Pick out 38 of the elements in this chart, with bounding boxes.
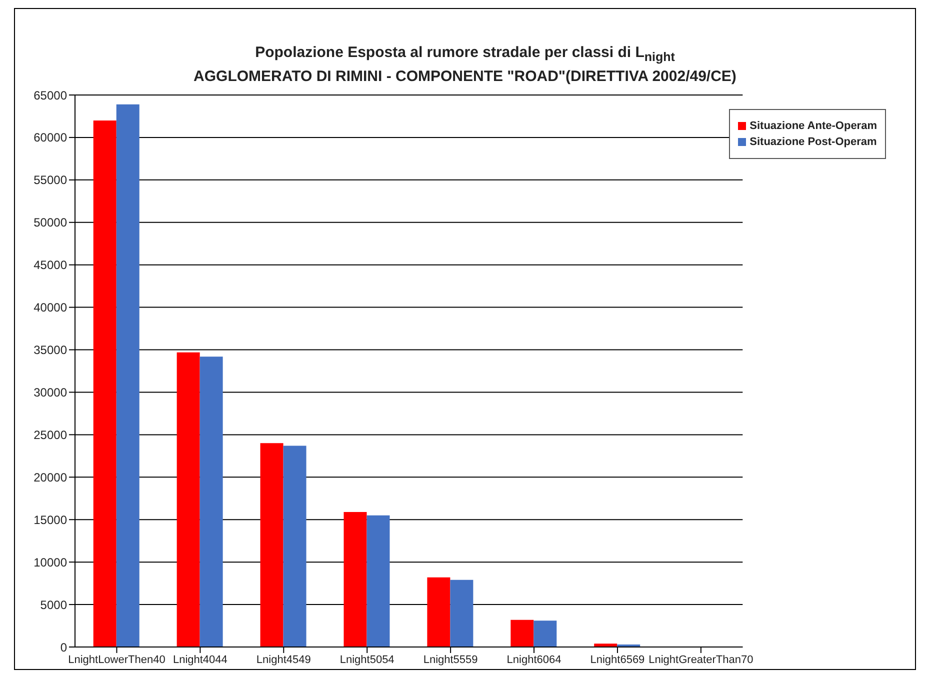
bar bbox=[93, 120, 116, 647]
y-tick-label: 35000 bbox=[34, 343, 68, 358]
bar bbox=[534, 620, 557, 647]
x-tick-label: LnightLowerThen40 bbox=[68, 654, 166, 666]
bar bbox=[176, 352, 200, 647]
bar bbox=[450, 580, 474, 647]
x-tick-label: Lnight4044 bbox=[172, 654, 228, 666]
legend-label: Situazione Post-Operam bbox=[750, 136, 877, 148]
x-tick-label: Lnight4549 bbox=[256, 654, 311, 666]
bar bbox=[200, 356, 223, 647]
bar bbox=[116, 104, 140, 647]
y-tick-label: 5000 bbox=[40, 598, 68, 612]
y-tick-label: 50000 bbox=[34, 216, 68, 230]
x-tick-label: Lnight5559 bbox=[423, 654, 478, 666]
y-tick-label: 45000 bbox=[34, 258, 68, 272]
chart-subtitle: AGGLOMERATO DI RIMINI - COMPONENTE "ROAD"(DIRETTIVA 2002/49/CE) bbox=[192, 67, 738, 87]
x-tick-label: Lnight6064 bbox=[506, 654, 562, 666]
bar bbox=[510, 620, 534, 647]
y-tick-label: 0 bbox=[60, 640, 68, 654]
bar bbox=[260, 443, 284, 647]
y-tick-label: 60000 bbox=[34, 130, 68, 145]
x-tick-label: LnightGreaterThan70 bbox=[648, 654, 754, 666]
y-tick-label: 25000 bbox=[34, 428, 68, 442]
bar bbox=[427, 577, 450, 647]
y-tick-label: 15000 bbox=[34, 512, 68, 527]
bar bbox=[344, 512, 367, 647]
x-tick-label: Lnight6569 bbox=[590, 654, 645, 666]
legend-label: Situazione Ante-Operam bbox=[750, 120, 877, 132]
y-tick-label: 10000 bbox=[34, 555, 68, 570]
y-tick-label: 20000 bbox=[34, 470, 68, 484]
y-tick-label: 30000 bbox=[34, 385, 68, 400]
y-tick-label: 65000 bbox=[34, 88, 68, 102]
y-tick-label: 55000 bbox=[34, 173, 68, 188]
bar bbox=[283, 446, 306, 647]
x-tick-label: Lnight5054 bbox=[340, 654, 394, 666]
chart-title: Popolazione Esposta al rumore stradale per classi di L$_{night}$ bbox=[254, 43, 676, 66]
y-tick-label: 40000 bbox=[34, 300, 68, 315]
bar bbox=[366, 515, 390, 647]
